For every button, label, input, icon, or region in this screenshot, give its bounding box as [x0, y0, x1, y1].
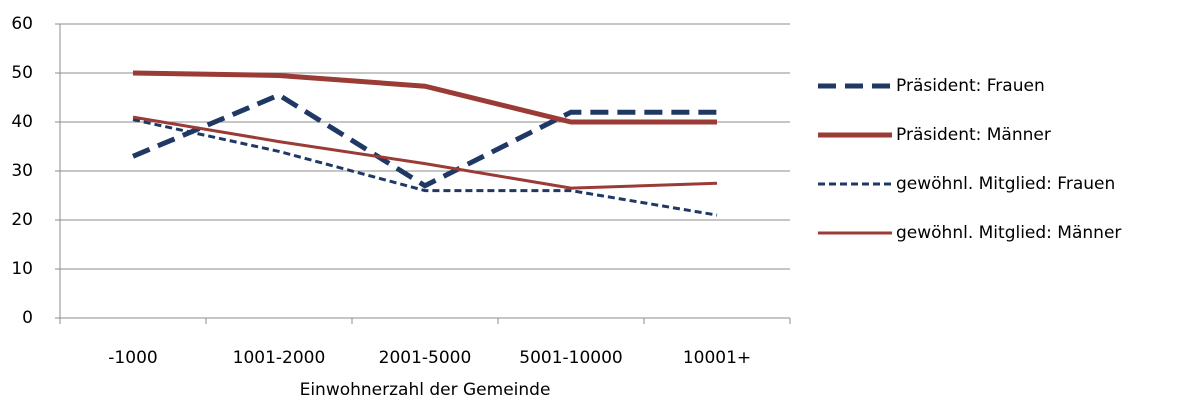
legend-label: gewöhnl. Mitglied: Frauen	[896, 174, 1115, 194]
x-axis-title: Einwohnerzahl der Gemeinde	[300, 380, 551, 400]
legend-label: gewöhnl. Mitglied: Männer	[896, 223, 1121, 243]
series-line	[132, 70, 717, 125]
y-tick-label: 40	[11, 112, 33, 132]
legend-label: Präsident: Frauen	[896, 76, 1045, 96]
x-tick-label: 10001+	[683, 348, 751, 368]
x-tick-label: 1001-2000	[233, 348, 326, 368]
series-line	[132, 118, 718, 217]
y-tick-label: 60	[11, 14, 33, 34]
y-tick-label: 0	[22, 308, 33, 328]
x-tick-label: 2001-5000	[379, 348, 472, 368]
y-tick-label: 10	[11, 259, 33, 279]
legend-label: Präsident: Männer	[896, 125, 1051, 145]
series-line	[132, 115, 718, 190]
y-tick-label: 50	[11, 63, 33, 83]
x-tick-label: 5001-10000	[519, 348, 622, 368]
y-tick-label: 30	[11, 161, 33, 181]
x-tick-label: -1000	[108, 348, 157, 368]
y-tick-label: 20	[11, 210, 33, 230]
series-line	[132, 92, 717, 189]
